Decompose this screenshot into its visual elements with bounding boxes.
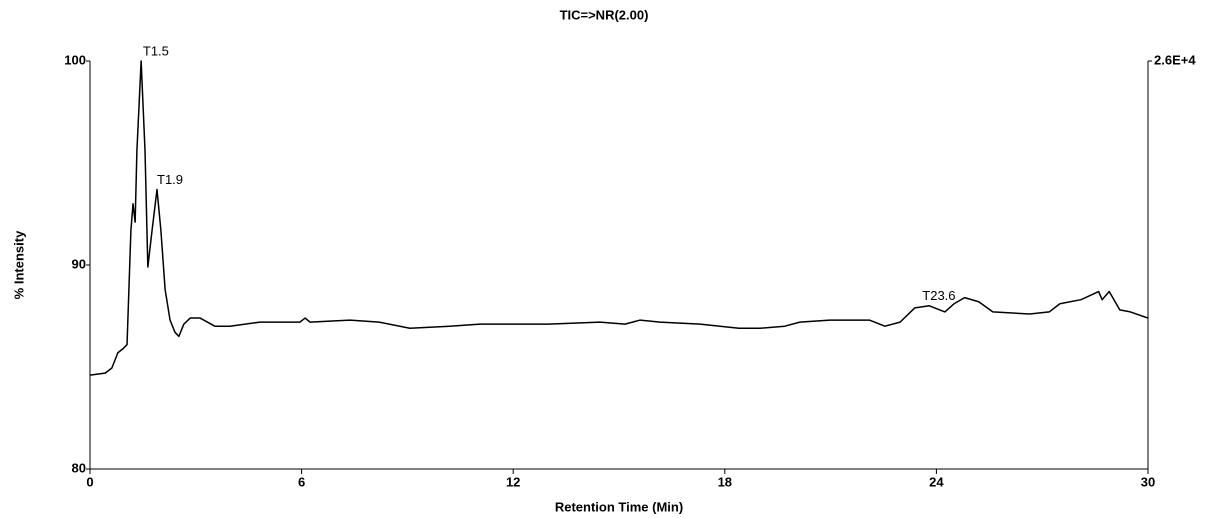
y-tick-label: 90: [72, 256, 86, 271]
x-tick-label: 6: [298, 474, 305, 489]
chart-title: TIC=>NR(2.00): [560, 7, 649, 22]
x-axis-label: Retention Time (Min): [555, 499, 683, 514]
data-line: [89, 60, 1149, 376]
y2-tick-label: 2.6E+4: [1154, 52, 1196, 67]
y-tick-label: 100: [64, 52, 86, 67]
x-tick-label: 24: [929, 474, 944, 489]
x-tick-label: 0: [86, 474, 93, 489]
peak-label: T1.5: [143, 43, 169, 58]
x-tick-label: 12: [506, 474, 520, 489]
y-tick-label: 80: [72, 460, 86, 475]
peak-label: T23.6: [922, 288, 955, 303]
peak-label: T1.9: [157, 172, 183, 187]
y-axis-label: % Intensity: [11, 230, 26, 299]
x-tick-label: 30: [1141, 474, 1155, 489]
x-tick-label: 18: [718, 474, 732, 489]
